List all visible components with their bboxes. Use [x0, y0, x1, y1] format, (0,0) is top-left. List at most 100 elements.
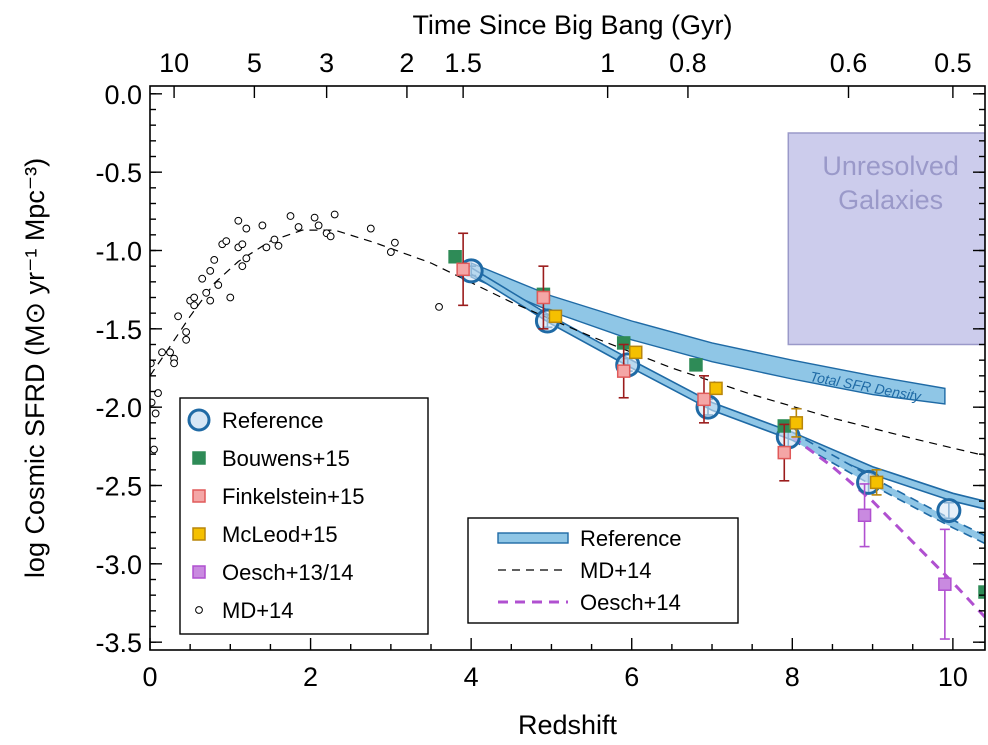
point-md-14 — [435, 303, 443, 311]
point-md-14 — [238, 262, 247, 271]
top-tick-label: 1.5 — [444, 48, 482, 78]
point-oesch-13-14 — [938, 577, 952, 591]
top-tick-label: 0.5 — [934, 48, 972, 78]
line-reference-extrap-upper — [791, 431, 985, 537]
point-mcleod-15 — [548, 309, 563, 324]
point-mcleod-15 — [709, 381, 723, 396]
point-md-14 — [238, 240, 247, 249]
point-finkelstein-15 — [697, 392, 711, 407]
point-md-14 — [330, 210, 339, 219]
point-md-14 — [310, 213, 319, 222]
point-md-14 — [386, 248, 395, 256]
point-mcleod-15 — [789, 416, 804, 430]
x-tick-label: 10 — [938, 662, 968, 692]
point-md-14 — [150, 398, 156, 407]
point-md-14 — [151, 409, 160, 418]
point-mcleod-15 — [869, 475, 884, 490]
point-md-14 — [166, 348, 174, 357]
x-axis-title: Redshift — [518, 710, 618, 740]
legend-marker-label: Reference — [222, 408, 324, 433]
point-md-14 — [182, 328, 191, 336]
point-finkelstein-15 — [777, 445, 792, 460]
y-tick-label: -3.0 — [95, 550, 142, 580]
point-md-14 — [286, 212, 295, 220]
point-mcleod-15 — [628, 345, 643, 360]
top-tick-label: 3 — [319, 48, 334, 78]
point-md-14 — [222, 237, 231, 246]
legend-marker-bouwens-15 — [192, 451, 206, 465]
x-tick-label: 8 — [785, 662, 800, 692]
y-tick-label: -2.5 — [95, 472, 142, 502]
point-md-14 — [258, 221, 267, 230]
line-reference-upper — [470, 267, 985, 502]
total-sfr-density-label: Total SFR Density — [809, 368, 923, 404]
y-tick-label: -3.5 — [95, 628, 142, 658]
point-md-14 — [214, 281, 223, 289]
point-md-14 — [206, 296, 215, 305]
point-md-14 — [274, 241, 283, 250]
legend-marker-reference — [187, 408, 211, 432]
x-tick-label: 2 — [303, 662, 318, 692]
point-finkelstein-15 — [536, 290, 551, 305]
top-axis-title: Time Since Big Bang (Gyr) — [412, 10, 732, 40]
y-tick-label: 0.0 — [104, 80, 142, 110]
legend-line-label: MD+14 — [580, 558, 652, 583]
legend-line-label: Reference — [580, 526, 682, 551]
point-bouwens-15 — [689, 358, 703, 372]
top-tick-label: 1 — [600, 48, 615, 78]
point-md-14 — [174, 312, 183, 321]
point-md-14 — [206, 266, 215, 275]
point-md-14 — [390, 238, 399, 247]
point-bouwens-15 — [978, 585, 985, 599]
point-md-14 — [198, 274, 207, 283]
legend-marker-label: Bouwens+15 — [222, 446, 350, 471]
point-md-14 — [326, 232, 335, 241]
point-md-14 — [242, 254, 251, 263]
legend-marker-label: Finkelstein+15 — [222, 484, 364, 509]
plot-area: Unresolved Galaxies Total SFR Density — [150, 132, 985, 650]
point-reference — [936, 498, 962, 524]
point-md-14 — [314, 221, 323, 230]
legends: Reference Bouwens+15 Finkelstein+15 McLeod+… — [179, 397, 739, 635]
legend-marker-oesch-13-14 — [192, 565, 206, 579]
legend-marker-finkelstein-15 — [192, 489, 206, 503]
point-md-14 — [170, 359, 178, 368]
plot-frame — [149, 85, 986, 651]
point-md-14 — [226, 293, 235, 302]
legend-swatch-reference — [497, 532, 569, 544]
point-md-14 — [294, 223, 303, 231]
legend-marker-label: Oesch+13/14 — [222, 560, 353, 585]
point-md-14 — [154, 389, 162, 397]
point-md-14 — [190, 293, 199, 302]
line-reference-extrap-lower — [791, 439, 985, 545]
line-reference-lower — [470, 273, 985, 510]
point-md-14 — [150, 359, 155, 368]
legend-marker-label: McLeod+15 — [222, 522, 338, 547]
point-md-14 — [270, 235, 279, 244]
top-tick-label: 0.8 — [669, 48, 707, 78]
point-md-14 — [210, 256, 219, 264]
y-axis-title: log Cosmic SFRD (M⊙ yr⁻¹ Mpc⁻³) — [20, 158, 50, 578]
legend-line-label: Oesch+14 — [580, 590, 681, 615]
point-md-14 — [242, 224, 251, 233]
point-md-14 — [262, 243, 271, 252]
point-finkelstein-15 — [616, 364, 631, 378]
line-reference-extrap-fill — [792, 432, 985, 544]
point-md-14 — [234, 216, 243, 225]
legend-marker-md14 — [195, 606, 203, 614]
x-tick-label: 4 — [464, 662, 479, 692]
legend-marker-label: MD+14 — [222, 598, 294, 623]
y-tick-label: -1.0 — [95, 237, 142, 267]
top-tick-label: 10 — [159, 48, 189, 78]
point-finkelstein-15 — [456, 262, 470, 277]
legend-markers-box — [179, 397, 429, 635]
top-tick-label: 5 — [247, 48, 262, 78]
legend-marker-mcleod-15 — [192, 527, 206, 541]
y-tick-label: -0.5 — [95, 158, 142, 188]
point-md-14 — [202, 288, 211, 297]
axes: 0 2 4 6 8 100.0-0.5-1.0-1.5-2.0-2.5-3.0-3.510… — [20, 10, 986, 740]
line-oesch-14 — [791, 435, 985, 619]
top-tick-label: 0.6 — [830, 48, 868, 78]
point-md-14 — [182, 335, 191, 344]
